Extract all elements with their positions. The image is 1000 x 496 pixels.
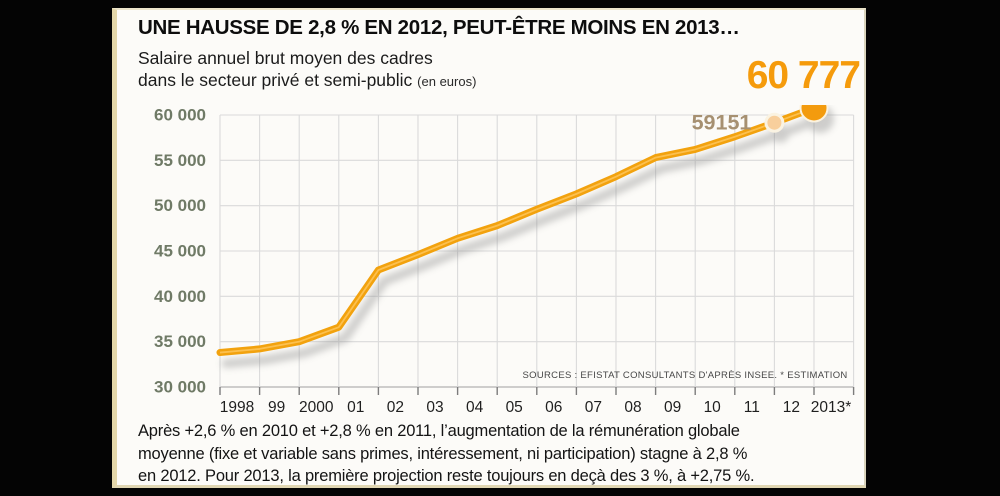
x-tick-label: 01 (347, 399, 364, 416)
source-note: SOURCES : EFISTAT CONSULTANTS D'APRÈS IN… (523, 370, 848, 381)
x-tick-label: 04 (466, 399, 484, 416)
x-tick-label: 12 (783, 399, 800, 416)
subtitle-unit: (en euros) (417, 74, 477, 89)
x-tick-label: 99 (268, 399, 285, 416)
salary-line-chart: 30 000 35 000 40 000 45 000 50 000 55 000 60 0… (117, 93, 866, 427)
line-shadow-path (221, 114, 825, 369)
x-tick-label: 2000 (299, 399, 334, 416)
y-tick-label: 50 000 (154, 196, 206, 215)
y-tick-label: 45 000 (154, 242, 206, 261)
x-tick-label: 2013* (811, 399, 852, 416)
x-tick-label: 11 (744, 399, 760, 416)
x-tick-label: 03 (426, 399, 443, 416)
x-tick-label: 06 (545, 399, 562, 416)
y-tick-label: 30 000 (154, 378, 206, 397)
x-tick-label: 10 (704, 399, 722, 416)
subtitle-line1: Salaire annuel brut moyen des cadres (138, 48, 433, 68)
footer-line2: moyenne (fixe et variable sans primes, i… (138, 444, 748, 463)
x-tick-label: 05 (506, 399, 523, 416)
x-tick-label: 07 (585, 399, 602, 416)
y-tick-label: 35 000 (154, 332, 206, 351)
salary-line-chart-svg: 30 000 35 000 40 000 45 000 50 000 55 000 60 0… (154, 93, 855, 416)
footer-note: Après +2,6 % en 2010 et +2,8 % en 2011, … (138, 420, 755, 488)
x-tick-label: 1998 (220, 399, 254, 416)
x-tick-label: 08 (624, 399, 641, 416)
footer-line3: en 2012. Pour 2013, la première projecti… (138, 467, 755, 485)
series-line-highlight (219, 107, 815, 354)
subtitle-line2: dans le secteur privé et semi-public (138, 70, 413, 90)
y-tick-label: 55 000 (154, 151, 206, 170)
value-label-2013: 60 777 (746, 54, 861, 97)
x-tick-label: 09 (664, 399, 681, 416)
line-shadow (221, 104, 834, 369)
y-tick-label: 60 000 (154, 106, 206, 125)
chart-subtitle: Salaire annuel brut moyen des cadres dan… (138, 47, 476, 93)
chart-panel: UNE HAUSSE DE 2,8 % EN 2012, PEUT-ÊTRE M… (112, 8, 866, 488)
page-title: UNE HAUSSE DE 2,8 % EN 2012, PEUT-ÊTRE M… (138, 16, 740, 39)
x-tick-label: 02 (387, 399, 404, 416)
footer-line1: Après +2,6 % en 2010 et +2,8 % en 2011, … (138, 422, 740, 440)
value-label-2012: 59151 (692, 111, 752, 135)
point-marker-2012 (764, 112, 785, 133)
y-tick-label: 40 000 (154, 287, 206, 306)
